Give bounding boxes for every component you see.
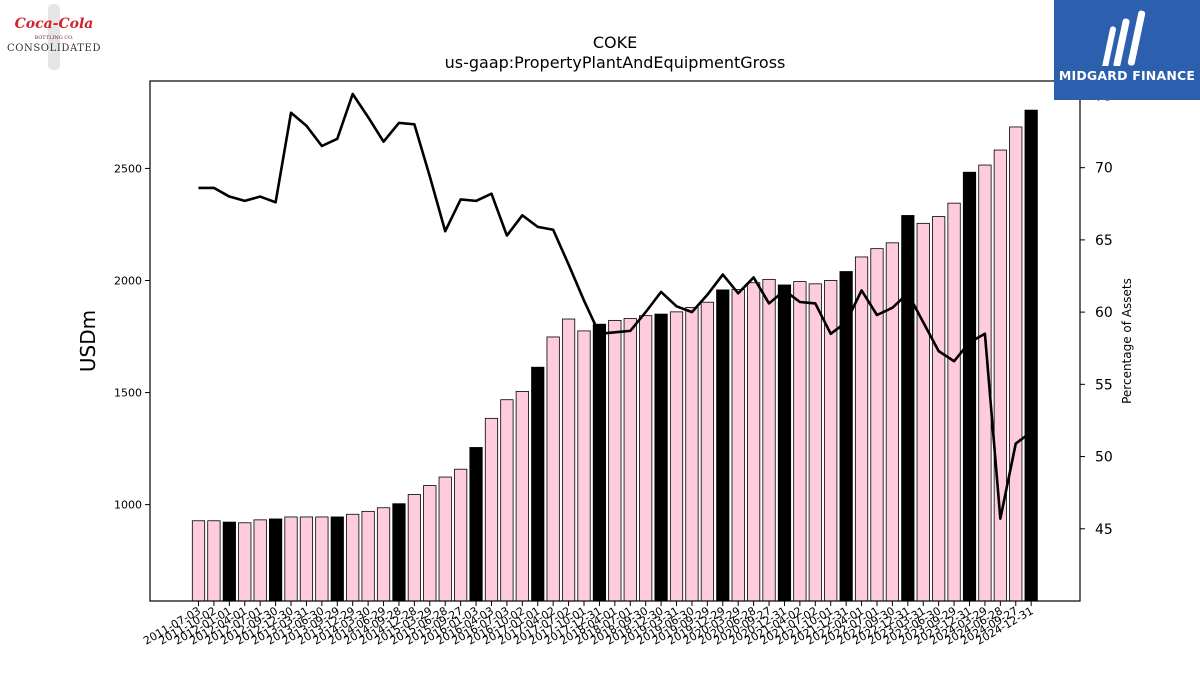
bar-2018-04-01	[608, 319, 622, 602]
bar-2019-09-29	[700, 301, 714, 602]
bar-2020-09-27	[762, 278, 776, 602]
bar-2017-04-02	[546, 336, 560, 602]
bars-group	[191, 109, 1038, 602]
bar-2012-09-30	[268, 518, 283, 602]
bar-2016-01-03	[469, 447, 483, 602]
bar-2012-07-01	[253, 519, 267, 602]
bar-2014-06-29	[376, 507, 391, 602]
bar-2017-07-02	[561, 318, 576, 602]
bar-2015-09-27	[454, 468, 468, 602]
y2-tick-label-50: 50	[1095, 450, 1113, 466]
bar-2021-10-01	[824, 280, 838, 602]
chart-subtitle: us-gaap:PropertyPlantAndEquipmentGross	[445, 53, 786, 72]
bar-2021-04-02	[793, 281, 807, 602]
y-tick-label-2500: 2500	[114, 162, 142, 175]
bar-2013-09-29	[330, 516, 344, 602]
bar-2011-07-03	[191, 520, 206, 602]
bar-2023-03-31	[916, 222, 930, 602]
bar-2013-06-30	[315, 516, 329, 602]
y-axis-label: USDm	[76, 310, 100, 372]
y2-tick-label-60: 60	[1095, 305, 1113, 321]
bar-2014-12-28	[407, 494, 421, 602]
bar-2016-04-03	[484, 417, 499, 602]
bar-2022-04-01	[854, 256, 869, 602]
bar-2018-09-30	[639, 315, 653, 602]
bar-2019-12-29	[716, 289, 730, 602]
bar-2011-10-02	[207, 520, 221, 602]
bar-2021-07-02	[808, 283, 822, 602]
y-axis-right: 45505560657075	[1080, 88, 1113, 538]
y2-tick-label-55: 55	[1095, 377, 1113, 393]
bar-2023-09-29	[947, 202, 961, 602]
bar-2014-03-30	[361, 510, 375, 602]
y-tick-label-2000: 2000	[114, 274, 142, 287]
bar-2019-06-30	[685, 306, 699, 602]
bar-2018-07-01	[623, 318, 637, 602]
logo-line1: Coca-Cola	[14, 16, 94, 32]
midgard-finance-logo: MIDGARD FINANCE	[1054, 0, 1200, 100]
bar-2013-03-31	[299, 516, 314, 602]
y2-tick-label-45: 45	[1095, 522, 1113, 538]
y-tick-label-1000: 1000	[114, 499, 142, 512]
logo-line2: BOTTLING CO.	[34, 35, 74, 41]
bar-2012-04-01	[238, 522, 252, 602]
bar-2019-03-31	[669, 311, 684, 602]
y2-axis-label: Percentage of Assets	[1120, 278, 1134, 404]
y-tick-label-1500: 1500	[114, 387, 142, 400]
chart-title: COKE	[593, 33, 637, 52]
bar-2020-12-31	[777, 284, 792, 602]
logo-line3: CONSOLIDATED	[6, 43, 102, 54]
bar-2017-12-31	[592, 323, 607, 602]
bar-2015-06-28	[438, 476, 452, 602]
bar-2024-09-27	[1009, 126, 1023, 602]
midgard-finance-text: MIDGARD FINANCE	[1058, 68, 1196, 83]
line-series-percentage-of-assets	[198, 92, 1032, 520]
bar-2023-12-31	[962, 171, 977, 602]
bar-2020-06-28	[747, 282, 761, 602]
bar-2016-07-03	[500, 399, 514, 602]
coca-cola-consolidated-logo: Coca-Cola BOTTLING CO. CONSOLIDATED	[2, 2, 106, 72]
line-group	[198, 92, 1032, 520]
y2-tick-label-70: 70	[1095, 161, 1113, 177]
y2-tick-label-65: 65	[1095, 233, 1113, 249]
bar-2012-12-30	[284, 516, 298, 602]
bar-2017-01-01	[531, 366, 545, 602]
x-axis: 2011-07-032011-10-022012-01-012012-04-01…	[141, 601, 1036, 648]
bar-2015-03-29	[423, 485, 437, 602]
bar-2016-10-02	[515, 391, 529, 602]
bar-2020-03-29	[731, 289, 745, 602]
bar-2013-12-29	[346, 513, 360, 602]
bar-2023-06-30	[932, 216, 946, 602]
bar-2017-10-01	[577, 330, 591, 602]
y-axis-left: 1000 1500 2000 2500	[114, 162, 150, 512]
bar-2014-09-28	[392, 503, 406, 602]
bar-2012-01-01	[222, 521, 236, 602]
bar-2022-12-31	[901, 215, 915, 602]
bar-2024-12-31	[1024, 109, 1038, 602]
bar-2018-12-30	[654, 313, 668, 602]
bar-2022-07-01	[870, 248, 884, 602]
bar-2022-09-30	[885, 242, 900, 602]
bar-2024-06-28	[993, 149, 1007, 602]
